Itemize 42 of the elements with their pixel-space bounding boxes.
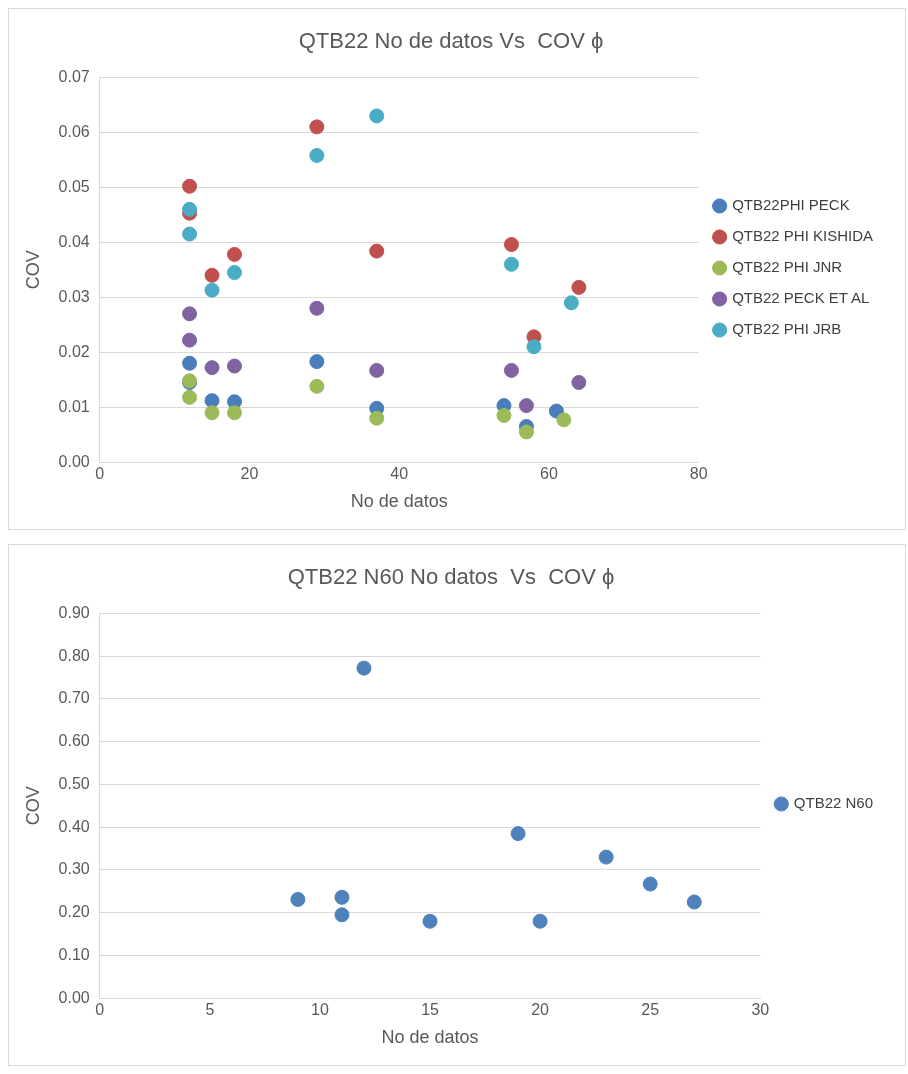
x-tick-label: 20 [531, 1001, 550, 1019]
y-tick-label: 0.10 [58, 945, 90, 963]
y-tick-label: 0.50 [58, 774, 90, 792]
y-tick-label: 0.00 [58, 452, 90, 470]
x-axis-title: No de datos [381, 1027, 479, 1048]
x-tick-label: 40 [390, 465, 409, 483]
y-axis-title: COV [22, 786, 43, 826]
x-tick-label: 20 [240, 465, 259, 483]
y-tick-label: 0.03 [58, 287, 90, 305]
y-tick-label: 0.30 [58, 860, 90, 878]
y-tick-label: 0.80 [58, 646, 90, 664]
x-tick-label: 15 [421, 1001, 440, 1019]
x-tick-label: 0 [95, 465, 105, 483]
y-tick-label: 0.00 [58, 988, 90, 1006]
x-tick-label: 30 [751, 1001, 770, 1019]
legend-label: QTB22 PHI KISHIDA [732, 227, 873, 245]
x-tick-label: 10 [311, 1001, 329, 1019]
x-tick-label: 0 [95, 1001, 105, 1019]
chart-title: QTB22 N60 No datos Vs COV ϕ [287, 564, 615, 590]
legend-label: QTB22 PECK ET AL [732, 289, 870, 307]
legend-label: QTB22 PHI JNR [732, 258, 843, 276]
legend-label: QTB22PHI PECK [732, 196, 850, 214]
x-tick-label: 80 [689, 465, 708, 483]
y-tick-label: 0.07 [58, 67, 90, 85]
x-tick-label: 60 [540, 465, 558, 483]
y-axis-title: COV [22, 250, 43, 290]
y-tick-label: 0.90 [58, 603, 90, 621]
x-tick-label: 25 [641, 1001, 660, 1019]
legend-label: QTB22 PHI JRB [732, 320, 842, 338]
y-tick-label: 0.40 [58, 817, 90, 835]
y-tick-label: 0.20 [58, 903, 90, 921]
chart-title: QTB22 No de datos Vs COV ϕ [298, 28, 604, 54]
y-tick-label: 0.70 [58, 689, 90, 707]
y-tick-label: 0.02 [58, 342, 90, 360]
x-tick-label: 5 [205, 1001, 215, 1019]
y-tick-label: 0.04 [58, 232, 90, 250]
x-axis-title: No de datos [350, 491, 448, 512]
legend-label: QTB22 N60 [793, 794, 874, 812]
y-tick-label: 0.01 [58, 397, 90, 415]
y-tick-label: 0.05 [58, 177, 90, 195]
y-tick-label: 0.06 [58, 122, 90, 140]
y-tick-label: 0.60 [58, 732, 90, 750]
